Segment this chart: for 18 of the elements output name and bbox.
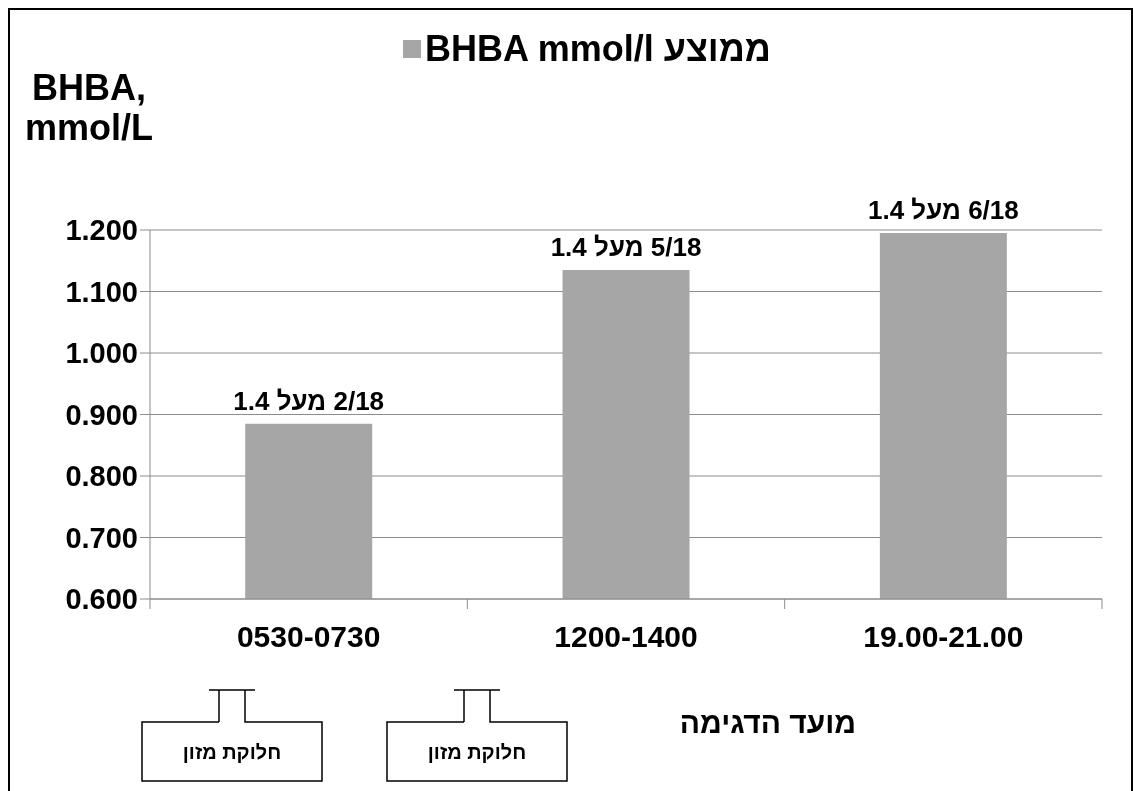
x-tick-label: 19.00-21.00 bbox=[863, 620, 1024, 653]
data-label: 5/18 מעל 1.4 bbox=[550, 231, 702, 262]
y-tick-label: 0.900 bbox=[65, 398, 138, 431]
y-tick-label: 0.800 bbox=[65, 460, 138, 493]
y-axis-title: BHBA, mmol/L bbox=[24, 67, 154, 148]
y-tick-label: 0.700 bbox=[65, 521, 138, 554]
legend-label: ממוצע BHBA mmol/l bbox=[424, 28, 771, 70]
y-tick-label: 1.100 bbox=[65, 275, 138, 308]
data-label: 6/18 מעל 1.4 bbox=[867, 195, 1019, 226]
data-label: 2/18 מעל 1.4 bbox=[233, 385, 385, 416]
y-tick-label: 1.000 bbox=[65, 337, 138, 370]
y-tick-label: 1.200 bbox=[65, 214, 138, 247]
y-tick-label: 0.600 bbox=[65, 583, 138, 616]
text: חלוקת מזון bbox=[427, 740, 527, 763]
text: חלוקת מזון bbox=[182, 740, 282, 763]
x-tick-label: 1200-1400 bbox=[554, 620, 698, 653]
x-tick-label: 0530-0730 bbox=[236, 620, 381, 653]
x-axis-title: מועד הדגימה bbox=[678, 706, 858, 740]
